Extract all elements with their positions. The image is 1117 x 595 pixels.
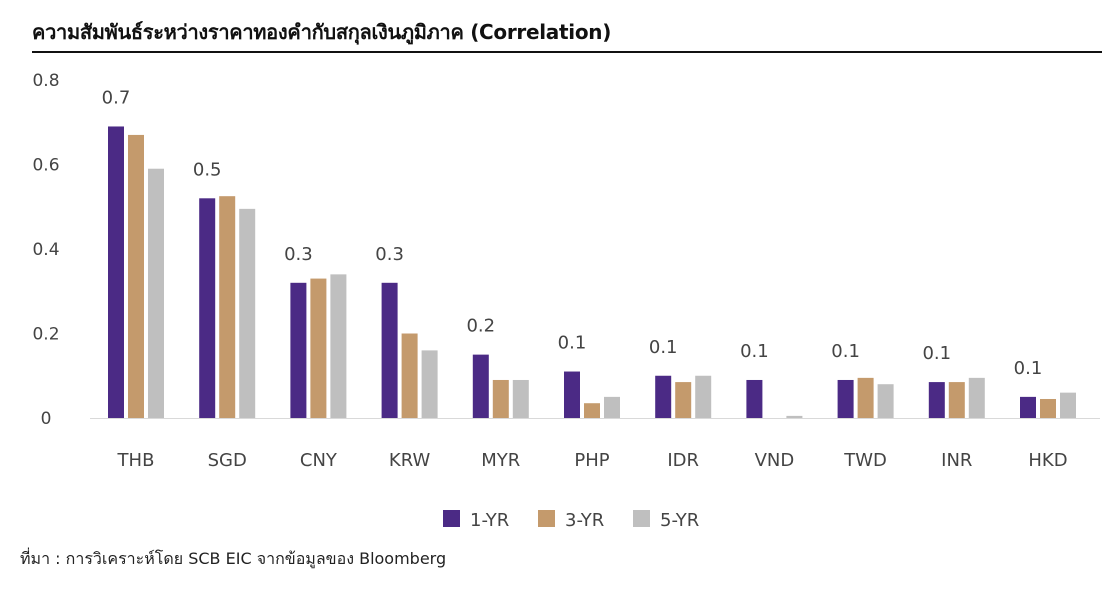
chart-title: ความสัมพันธ์ระหว่างราคาทองคำกับสกุลเงินภ…	[32, 20, 612, 44]
legend-swatch-5-yr	[633, 510, 650, 527]
x-tick-label: SGD	[208, 450, 247, 471]
source-note: ที่มา : การวิเคราะห์โดย SCB EIC จากข้อมู…	[20, 549, 447, 568]
data-label: 0.3	[284, 244, 313, 265]
x-tick-label: TWD	[843, 450, 887, 471]
data-label: 0.1	[831, 341, 860, 362]
x-tick-label: VND	[755, 450, 795, 471]
bar-vnd-5-yr	[786, 415, 803, 418]
legend-swatch-3-yr	[538, 510, 555, 527]
bar-sgd-3-yr	[219, 196, 236, 418]
bar-idr-3-yr	[675, 382, 692, 418]
bar-php-1-yr	[564, 371, 580, 418]
x-tick-label: CNY	[300, 450, 338, 471]
legend-label: 5-YR	[660, 510, 699, 531]
bar-sgd-5-yr	[239, 208, 256, 418]
bar-vnd-1-yr	[746, 379, 763, 418]
bar-inr-1-yr	[928, 382, 945, 418]
bar-thb-5-yr	[148, 168, 164, 418]
data-label: 0.2	[466, 316, 495, 337]
y-tick-label: 0.2	[32, 325, 59, 345]
data-label: 0.1	[922, 343, 951, 364]
bar-php-5-yr	[604, 396, 620, 418]
legend-label: 3-YR	[565, 510, 604, 531]
x-tick-label: PHP	[574, 450, 609, 471]
data-label: 0.1	[740, 341, 769, 362]
bar-myr-5-yr	[512, 379, 529, 418]
data-label: 0.3	[375, 244, 404, 265]
data-label: 0.5	[193, 159, 222, 180]
legend-swatch-1-yr	[443, 510, 460, 527]
data-label: 0.1	[558, 333, 587, 354]
bar-cny-3-yr	[310, 278, 327, 418]
x-tick-label: HKD	[1028, 450, 1067, 471]
bar-twd-5-yr	[877, 384, 894, 418]
bar-idr-1-yr	[655, 375, 672, 418]
bar-hkd-3-yr	[1040, 398, 1056, 418]
y-tick-label: 0.4	[32, 240, 59, 260]
bar-krw-3-yr	[401, 333, 418, 418]
y-tick-label: 0.8	[32, 71, 59, 91]
bar-twd-1-yr	[837, 379, 854, 418]
bar-krw-5-yr	[421, 350, 438, 418]
bar-php-3-yr	[584, 403, 600, 418]
data-label: 0.7	[102, 87, 131, 108]
bar-myr-1-yr	[472, 354, 489, 418]
bar-inr-5-yr	[968, 377, 985, 418]
bar-thb-3-yr	[128, 134, 144, 419]
bar-sgd-1-yr	[199, 198, 216, 418]
y-tick-label: 0.6	[32, 156, 59, 176]
bar-myr-3-yr	[492, 379, 509, 418]
bar-cny-5-yr	[330, 274, 347, 418]
bar-cny-1-yr	[290, 282, 307, 418]
x-tick-label: MYR	[481, 450, 520, 471]
bar-inr-3-yr	[948, 382, 965, 418]
data-label: 0.1	[649, 337, 678, 358]
bar-hkd-5-yr	[1060, 392, 1076, 418]
data-label: 0.1	[1014, 358, 1043, 379]
x-tick-label: INR	[941, 450, 972, 471]
bar-thb-1-yr	[108, 126, 124, 418]
x-tick-label: IDR	[667, 450, 699, 471]
legend-label: 1-YR	[470, 510, 509, 531]
bar-idr-5-yr	[695, 375, 712, 418]
bar-krw-1-yr	[381, 282, 398, 418]
bar-hkd-1-yr	[1020, 396, 1036, 418]
x-tick-label: THB	[117, 450, 155, 471]
y-tick-label: 0	[41, 409, 52, 429]
x-tick-label: KRW	[389, 450, 431, 471]
title-divider	[32, 51, 1102, 53]
bar-twd-3-yr	[857, 377, 874, 418]
